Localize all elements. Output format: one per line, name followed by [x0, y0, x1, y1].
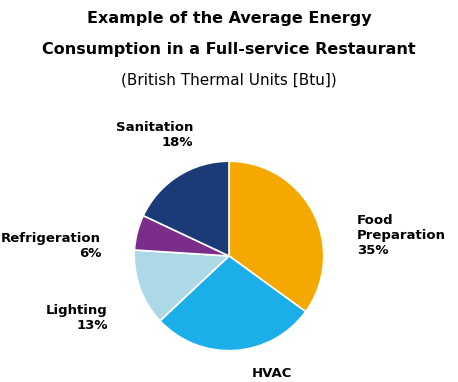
Text: Refrigeration
6%: Refrigeration 6%: [1, 233, 101, 261]
Wedge shape: [134, 250, 229, 321]
Text: Example of the Average Energy: Example of the Average Energy: [87, 11, 371, 26]
Text: Consumption in a Full-service Restaurant: Consumption in a Full-service Restaurant: [42, 42, 416, 57]
Wedge shape: [143, 161, 229, 256]
Text: HVAC
28%: HVAC 28%: [251, 367, 292, 382]
Wedge shape: [160, 256, 305, 351]
Text: Lighting
13%: Lighting 13%: [46, 304, 108, 332]
Wedge shape: [135, 215, 229, 256]
Text: (British Thermal Units [Btu]): (British Thermal Units [Btu]): [121, 73, 337, 87]
Text: Food
Preparation
35%: Food Preparation 35%: [357, 214, 446, 257]
Wedge shape: [229, 161, 324, 312]
Text: Sanitation
18%: Sanitation 18%: [115, 121, 193, 149]
